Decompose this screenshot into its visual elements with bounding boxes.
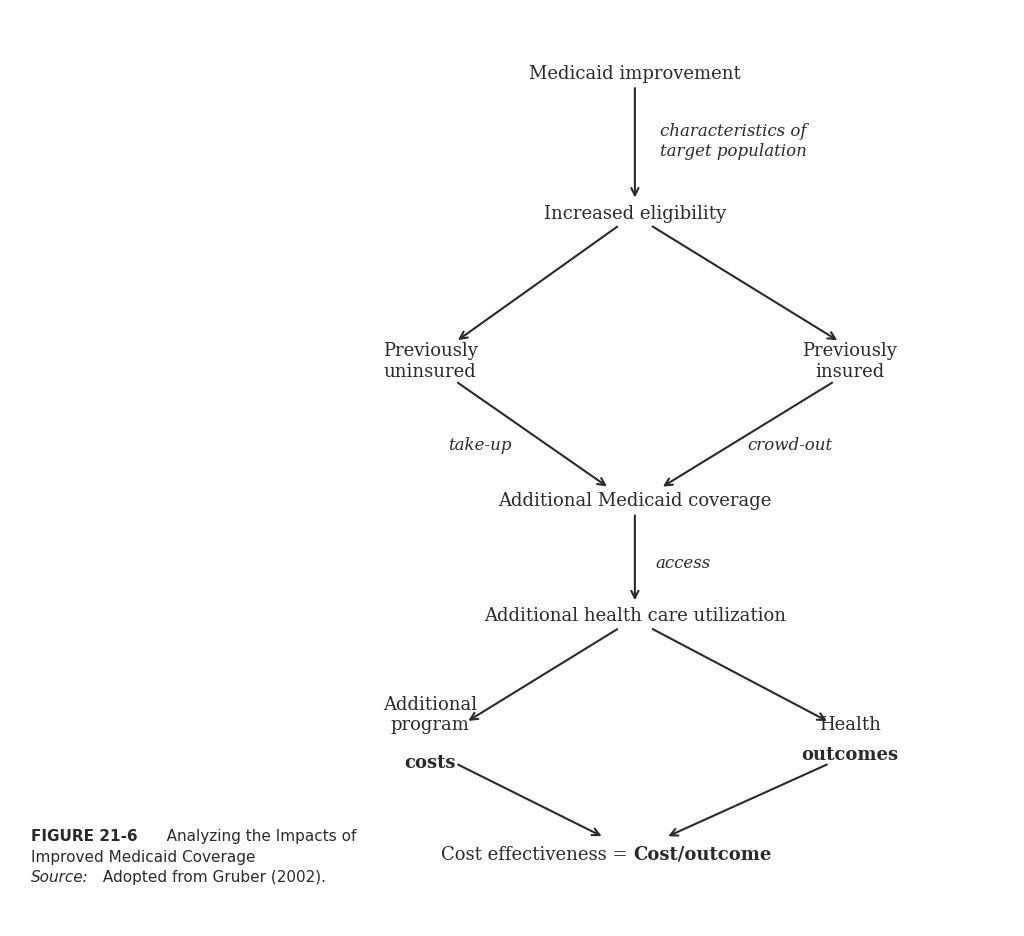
Text: Increased eligibility: Increased eligibility — [544, 204, 726, 223]
Text: crowd-out: crowd-out — [748, 436, 833, 454]
Text: Source:: Source: — [31, 869, 88, 884]
Text: Adopted from Gruber (2002).: Adopted from Gruber (2002). — [98, 869, 327, 884]
Text: take-up: take-up — [449, 436, 512, 454]
Text: Health: Health — [819, 715, 881, 733]
Text: Previously
insured: Previously insured — [803, 342, 897, 381]
Text: outcomes: outcomes — [802, 745, 898, 763]
Text: costs: costs — [404, 753, 456, 771]
Text: Cost effectiveness =: Cost effectiveness = — [440, 845, 633, 863]
Text: Additional Medicaid coverage: Additional Medicaid coverage — [499, 491, 771, 510]
Text: Improved Medicaid Coverage: Improved Medicaid Coverage — [31, 849, 255, 864]
Text: characteristics of
target population: characteristics of target population — [660, 123, 807, 159]
Text: Medicaid improvement: Medicaid improvement — [529, 65, 740, 83]
Text: FIGURE 21-6: FIGURE 21-6 — [31, 828, 137, 843]
Text: Additional
program: Additional program — [383, 695, 477, 734]
Text: Cost/outcome: Cost/outcome — [633, 845, 771, 863]
Text: Additional health care utilization: Additional health care utilization — [484, 607, 785, 624]
Text: Analyzing the Impacts of: Analyzing the Impacts of — [152, 828, 356, 843]
Text: Previously
uninsured: Previously uninsured — [383, 342, 477, 381]
Text: access: access — [655, 554, 711, 571]
